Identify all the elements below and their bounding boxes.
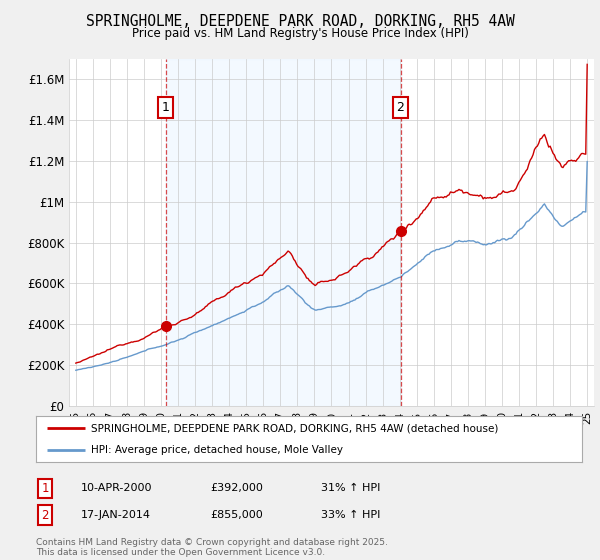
Text: 33% ↑ HPI: 33% ↑ HPI bbox=[321, 510, 380, 520]
Bar bbox=[166, 59, 401, 406]
Text: Price paid vs. HM Land Registry's House Price Index (HPI): Price paid vs. HM Land Registry's House … bbox=[131, 27, 469, 40]
Text: £855,000: £855,000 bbox=[210, 510, 263, 520]
Text: 2: 2 bbox=[397, 101, 404, 114]
Text: 1: 1 bbox=[41, 482, 49, 495]
Text: Contains HM Land Registry data © Crown copyright and database right 2025.
This d: Contains HM Land Registry data © Crown c… bbox=[36, 538, 388, 557]
Text: 2: 2 bbox=[41, 508, 49, 522]
Text: 17-JAN-2014: 17-JAN-2014 bbox=[81, 510, 151, 520]
Text: SPRINGHOLME, DEEPDENE PARK ROAD, DORKING, RH5 4AW: SPRINGHOLME, DEEPDENE PARK ROAD, DORKING… bbox=[86, 14, 514, 29]
Text: 1: 1 bbox=[162, 101, 170, 114]
Text: SPRINGHOLME, DEEPDENE PARK ROAD, DORKING, RH5 4AW (detached house): SPRINGHOLME, DEEPDENE PARK ROAD, DORKING… bbox=[91, 423, 498, 433]
Text: £392,000: £392,000 bbox=[210, 483, 263, 493]
Text: HPI: Average price, detached house, Mole Valley: HPI: Average price, detached house, Mole… bbox=[91, 445, 343, 455]
Text: 10-APR-2000: 10-APR-2000 bbox=[81, 483, 152, 493]
Text: 31% ↑ HPI: 31% ↑ HPI bbox=[321, 483, 380, 493]
